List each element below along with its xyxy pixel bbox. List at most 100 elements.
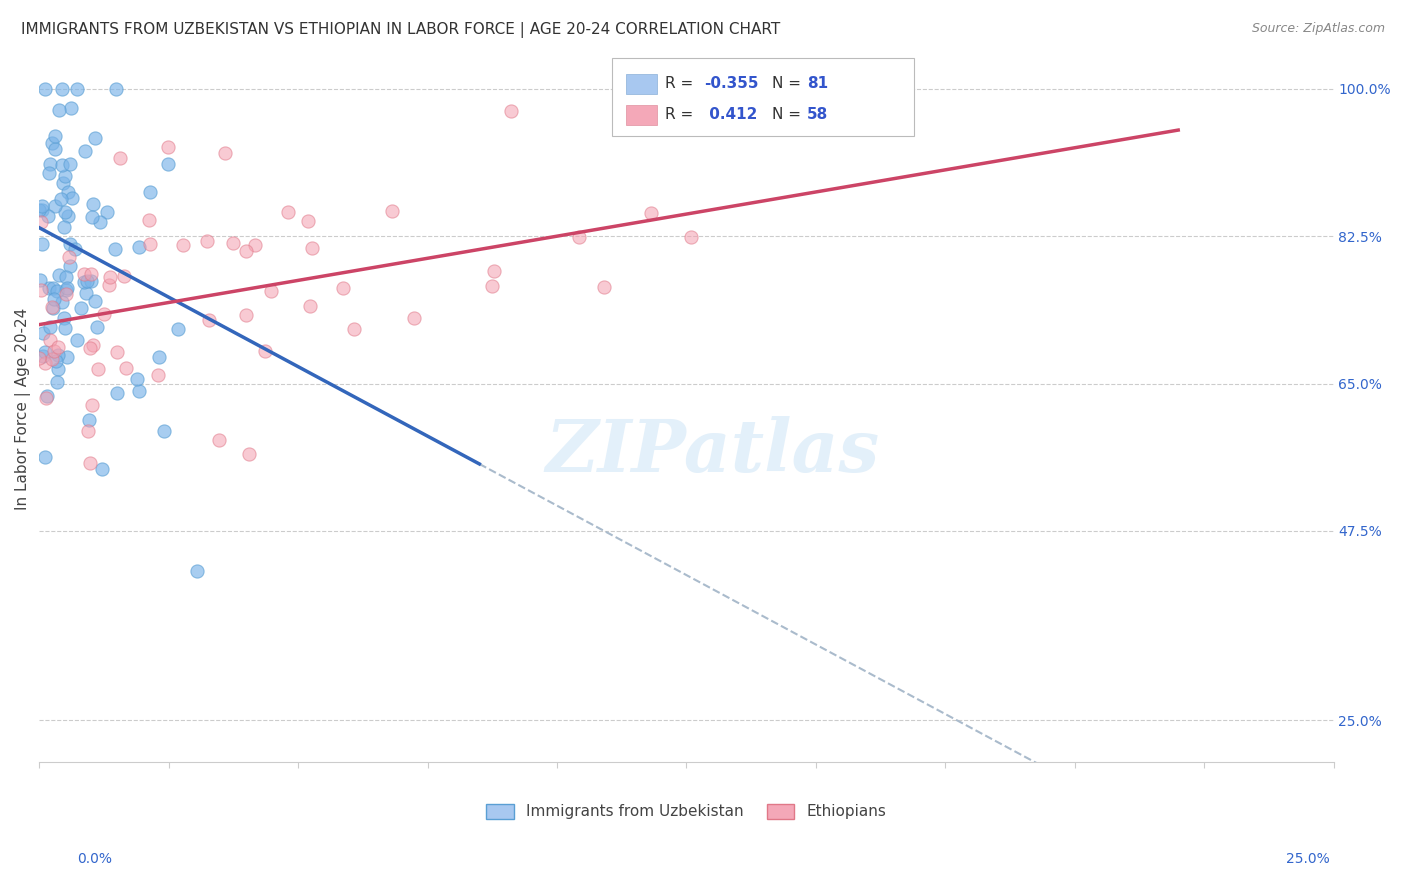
Point [53, 169, 76, 184]
Point [107, 385, 129, 400]
Point [48, 103, 70, 118]
Point [299, 300, 322, 314]
Point [56, 185, 79, 199]
Point [152, 424, 174, 438]
Point [146, 368, 169, 382]
Point [114, 361, 136, 376]
Point [56, 209, 79, 223]
Point [73, 275, 96, 289]
Point [301, 241, 323, 255]
Point [332, 281, 354, 295]
Point [31, 349, 53, 363]
Text: N =: N = [772, 107, 806, 122]
Point [681, 230, 703, 244]
Point [31, 203, 53, 218]
Text: 0.412: 0.412 [704, 107, 758, 122]
Point [79, 342, 101, 356]
Point [235, 308, 257, 322]
Point [253, 343, 276, 358]
Y-axis label: In Labor Force | Age 20-24: In Labor Force | Age 20-24 [15, 308, 31, 510]
Point [297, 213, 319, 227]
Point [91, 461, 114, 475]
Point [51, 192, 73, 206]
Point [235, 244, 257, 259]
Point [55, 204, 77, 219]
Point [73, 267, 96, 281]
Point [46, 340, 69, 354]
Point [482, 264, 505, 278]
Point [42, 343, 65, 358]
Text: N =: N = [772, 76, 806, 91]
Point [222, 235, 245, 250]
Point [44, 142, 66, 156]
Point [28, 202, 51, 217]
Text: 81: 81 [807, 76, 828, 91]
Point [167, 322, 190, 336]
Point [104, 243, 127, 257]
Point [172, 238, 194, 252]
Point [41, 280, 63, 294]
Point [51, 158, 73, 172]
Text: -0.355: -0.355 [704, 76, 759, 91]
Point [55, 269, 77, 284]
Point [75, 144, 97, 158]
Point [82, 398, 104, 412]
Point [592, 280, 614, 294]
Point [82, 197, 104, 211]
Text: 0.0%: 0.0% [77, 852, 111, 866]
Point [148, 350, 170, 364]
Point [138, 212, 160, 227]
Point [157, 140, 180, 154]
Point [75, 286, 97, 301]
Point [100, 270, 122, 285]
Point [139, 236, 162, 251]
Point [243, 238, 266, 252]
Point [87, 362, 110, 376]
Point [42, 301, 65, 316]
Legend: Immigrants from Uzbekistan, Ethiopians: Immigrants from Uzbekistan, Ethiopians [481, 797, 893, 825]
Point [31, 237, 53, 252]
Point [59, 259, 82, 273]
Point [53, 320, 76, 334]
Point [46, 348, 69, 362]
Point [30, 283, 52, 297]
Point [84, 131, 107, 145]
Point [76, 274, 98, 288]
Point [37, 210, 59, 224]
Point [52, 176, 75, 190]
Point [481, 279, 503, 293]
Point [128, 239, 150, 253]
Point [104, 82, 127, 96]
Point [30, 273, 52, 287]
Point [343, 321, 366, 335]
Text: Source: ZipAtlas.com: Source: ZipAtlas.com [1251, 22, 1385, 36]
Point [98, 278, 121, 293]
Point [84, 293, 107, 308]
Point [35, 391, 58, 405]
Point [89, 215, 111, 229]
Point [96, 205, 118, 219]
Point [53, 311, 76, 326]
Point [568, 229, 591, 244]
Point [157, 156, 180, 170]
Point [112, 268, 135, 283]
Point [45, 354, 67, 368]
Point [48, 268, 70, 283]
Point [58, 250, 80, 264]
Point [59, 157, 82, 171]
Point [277, 205, 299, 219]
Text: ZIPatlas: ZIPatlas [546, 416, 879, 487]
Point [56, 281, 79, 295]
Point [28, 351, 51, 365]
Point [35, 389, 58, 403]
Point [381, 203, 404, 218]
Point [66, 82, 89, 96]
Point [34, 82, 56, 96]
Point [640, 205, 662, 219]
Point [39, 320, 62, 334]
Point [86, 319, 108, 334]
Point [197, 234, 219, 248]
Point [39, 334, 62, 348]
Text: R =: R = [665, 76, 699, 91]
Point [59, 236, 82, 251]
